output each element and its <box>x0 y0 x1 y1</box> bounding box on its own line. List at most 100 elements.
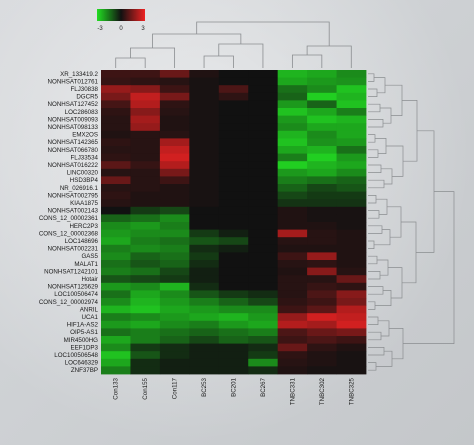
heatmap-cell <box>307 70 337 78</box>
column-label: TNBC325 <box>348 377 355 405</box>
heatmap-cell <box>277 275 308 284</box>
heatmap-cell <box>277 123 308 132</box>
heatmap-cell <box>277 70 308 78</box>
heatmap-cell <box>101 130 131 139</box>
heatmap-cell <box>218 282 249 291</box>
dendrogram-branch <box>368 179 385 189</box>
heatmap-cell <box>336 282 367 291</box>
dendrogram-branch <box>416 130 435 253</box>
heatmap-cell <box>189 298 220 306</box>
heatmap-cell <box>307 77 337 86</box>
heatmap-cell <box>248 244 279 253</box>
heatmap-cell <box>189 206 220 215</box>
heatmap-cell <box>130 130 161 139</box>
heatmap-cell <box>189 92 220 101</box>
heatmap-cell <box>101 290 131 299</box>
heatmap-cell <box>218 298 249 306</box>
heatmap-cell <box>130 229 161 238</box>
heatmap-cell <box>101 168 131 177</box>
heatmap-cell <box>307 229 337 238</box>
heatmap-cell <box>159 222 190 230</box>
heatmap-cell <box>218 320 249 329</box>
dendrogram-branch <box>203 55 234 68</box>
heatmap-cell <box>101 138 131 147</box>
row-label: NONHSAT002143 <box>48 208 99 215</box>
heatmap-cell <box>101 199 131 208</box>
dendrogram-branch <box>368 73 375 82</box>
heatmap-cell <box>159 237 190 246</box>
heatmap-cell <box>336 214 367 223</box>
heatmap-cell <box>130 146 161 154</box>
heatmap-cell <box>218 267 249 276</box>
heatmap-cell <box>248 366 279 375</box>
dendrogram-branch <box>368 362 377 371</box>
dendrogram-branch <box>380 107 392 124</box>
heatmap-cell <box>101 176 131 185</box>
row-label: ANRIL <box>80 306 99 313</box>
dendrogram-branch <box>403 191 455 344</box>
heatmap-cell <box>159 168 190 177</box>
heatmap-cell <box>159 199 190 208</box>
heatmap-cell <box>159 351 190 360</box>
heatmap-cell <box>218 237 249 246</box>
row-label: LOC646329 <box>65 360 99 367</box>
heatmap-cell <box>277 184 308 192</box>
heatmap-cell <box>101 366 131 375</box>
heatmap-cell <box>336 336 367 344</box>
heatmap-cell <box>101 153 131 162</box>
heatmap-cell <box>248 237 279 246</box>
heatmap-cell <box>218 260 249 268</box>
heatmap-cell <box>101 305 131 314</box>
heatmap-cell <box>307 146 337 154</box>
row-label: NONHSAT142365 <box>48 139 99 146</box>
row-label: LOC148696 <box>65 238 99 245</box>
heatmap-cell <box>189 328 220 337</box>
heatmap-cell <box>189 100 220 109</box>
dendrogram-branch <box>306 45 352 68</box>
dendrogram-branch <box>291 54 323 68</box>
heatmap-cell <box>307 358 337 367</box>
heatmap-cell <box>336 100 367 109</box>
heatmap-cell <box>248 199 279 208</box>
heatmap-cell <box>277 260 308 268</box>
heatmap-cell <box>159 320 190 329</box>
column-label: Con117 <box>172 377 179 399</box>
row-label: NONHSAT066780 <box>48 147 99 154</box>
heatmap-cell <box>101 267 131 276</box>
heatmap-cell <box>336 161 367 170</box>
heatmap-cell <box>277 358 308 367</box>
heatmap-cell <box>336 351 367 360</box>
dendrogram-branch <box>368 164 382 173</box>
heatmap-cell <box>248 146 279 154</box>
heatmap-cell <box>277 366 308 375</box>
heatmap-cell <box>130 100 161 109</box>
row-label: KIAA1875 <box>70 200 98 207</box>
heatmap-cell <box>189 358 220 367</box>
heatmap-cell <box>130 191 161 200</box>
dendrogram-branch <box>152 33 242 48</box>
heatmap-cell <box>248 108 279 116</box>
heatmap-cell <box>277 313 308 322</box>
heatmap-cell <box>277 298 308 306</box>
heatmap-cell <box>159 191 190 200</box>
row-label: NONHSAT1242101 <box>44 268 98 275</box>
row-label: XR_133419.2 <box>60 71 98 78</box>
heatmap-cell <box>336 305 367 314</box>
heatmap-cell <box>277 85 308 94</box>
heatmap-cell <box>130 282 161 291</box>
heatmap-cell <box>189 222 220 230</box>
heatmap-cell <box>248 130 279 139</box>
row-label: HSD3BP4 <box>70 177 99 184</box>
heatmap-cell <box>277 168 308 177</box>
heatmap-cell <box>218 366 249 375</box>
heatmap-cell <box>101 191 131 200</box>
heatmap-cell <box>277 146 308 154</box>
heatmap-cell <box>189 214 220 223</box>
heatmap-cell <box>248 222 279 230</box>
dendrogram-branch <box>376 198 388 215</box>
heatmap-cell <box>130 138 161 147</box>
heatmap-cell <box>307 168 337 177</box>
heatmap-cell <box>159 176 190 185</box>
heatmap-cell <box>307 343 337 352</box>
